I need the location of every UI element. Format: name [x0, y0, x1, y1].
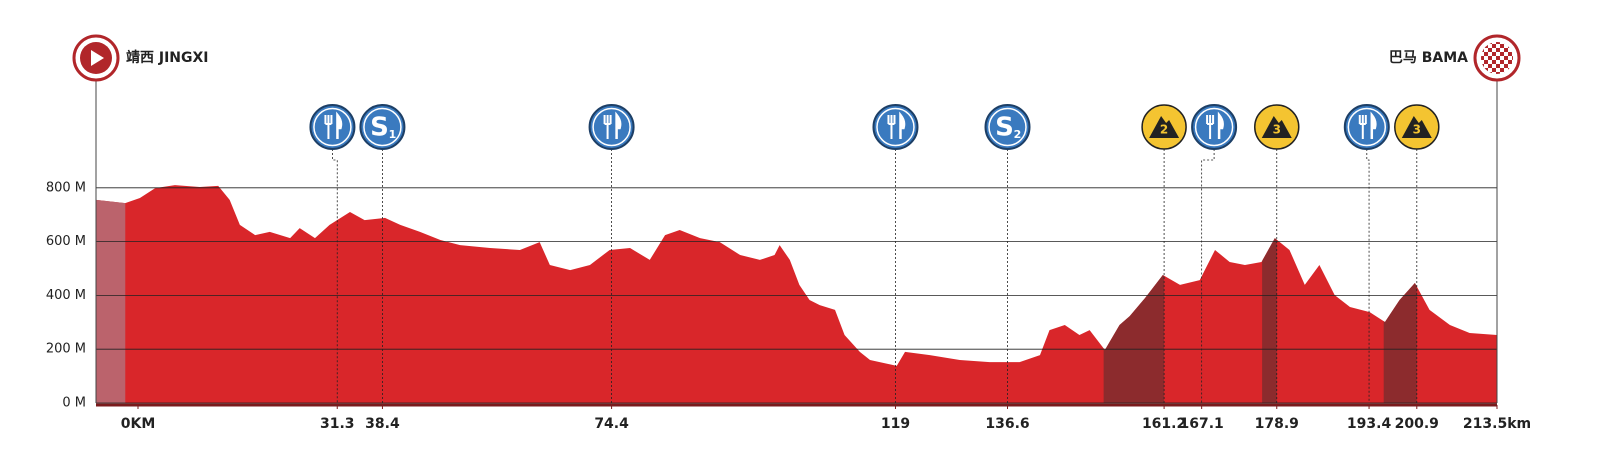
x-tick-label: 74.4 — [594, 416, 629, 432]
feed-icon — [588, 104, 635, 150]
fork — [1206, 115, 1215, 139]
start-icon-play — [91, 50, 104, 66]
feed-icon-ring — [313, 107, 352, 147]
x-tick-label: 213.5km — [1463, 416, 1531, 432]
start-label: 靖西 JINGXI — [126, 49, 209, 66]
elevation-area — [96, 185, 1497, 403]
x-tick-label: 31.3 — [320, 416, 355, 432]
knife — [336, 111, 343, 139]
feed-icon-ring — [592, 107, 631, 147]
climb-category: 3 — [1413, 123, 1421, 137]
climb-mountain — [1401, 116, 1432, 138]
x-tick-label: 178.9 — [1255, 416, 1299, 432]
sprint-number: 2 — [1014, 128, 1022, 141]
marker-line — [1366, 149, 1370, 403]
feed-icon — [309, 104, 356, 150]
y-tick-label: 400 M — [46, 288, 86, 303]
climb-mountain — [1261, 116, 1292, 138]
sprint-number: 1 — [389, 128, 397, 141]
feed-icon — [1343, 104, 1390, 150]
x-tick-label: 200.9 — [1395, 416, 1439, 432]
fork — [1358, 115, 1367, 139]
knife — [1370, 111, 1377, 139]
sprint-symbol: S — [370, 113, 389, 143]
knife — [1217, 111, 1224, 139]
sprint-icon-ring — [363, 107, 402, 147]
marker-line — [1201, 149, 1215, 403]
finish-label: 巴马 BAMA — [1389, 50, 1468, 66]
y-tick-label: 600 M — [46, 234, 86, 249]
feed-icon-ring — [1347, 107, 1387, 147]
sprint-icon-ring — [988, 107, 1027, 147]
sprint-symbol: S — [995, 113, 1014, 143]
x-tick-label: 193.4 — [1347, 416, 1392, 432]
y-tick-label: 800 M — [46, 180, 86, 195]
x-tick-label: 136.6 — [985, 416, 1029, 432]
feed-icon-ring — [876, 107, 915, 147]
climb-category: 2 — [1160, 123, 1168, 137]
neutral-zone — [96, 185, 126, 403]
sprint-icon — [984, 104, 1031, 150]
x-tick-label: 38.4 — [365, 416, 400, 432]
sprint-icon — [359, 104, 406, 150]
x-tick-label: 167.1 — [1180, 416, 1224, 432]
fork — [324, 115, 333, 139]
climb-category: 3 — [1273, 123, 1281, 137]
feed-icon — [872, 104, 919, 150]
x-tick-label: 119 — [881, 416, 910, 432]
y-tick-label: 200 M — [46, 342, 86, 357]
feed-icon — [1191, 104, 1238, 150]
feed-icon-ring — [1194, 107, 1234, 147]
climb-mountain — [1149, 116, 1180, 138]
x-tick-label: 0KM — [121, 416, 156, 432]
fork — [887, 115, 896, 139]
knife — [615, 111, 622, 139]
x-tick-label: 161.2 — [1142, 416, 1186, 432]
y-tick-label: 0 M — [62, 396, 86, 411]
marker-line — [332, 149, 338, 403]
finish-icon-inner — [1481, 42, 1513, 74]
knife — [899, 111, 906, 139]
fork — [603, 115, 612, 139]
